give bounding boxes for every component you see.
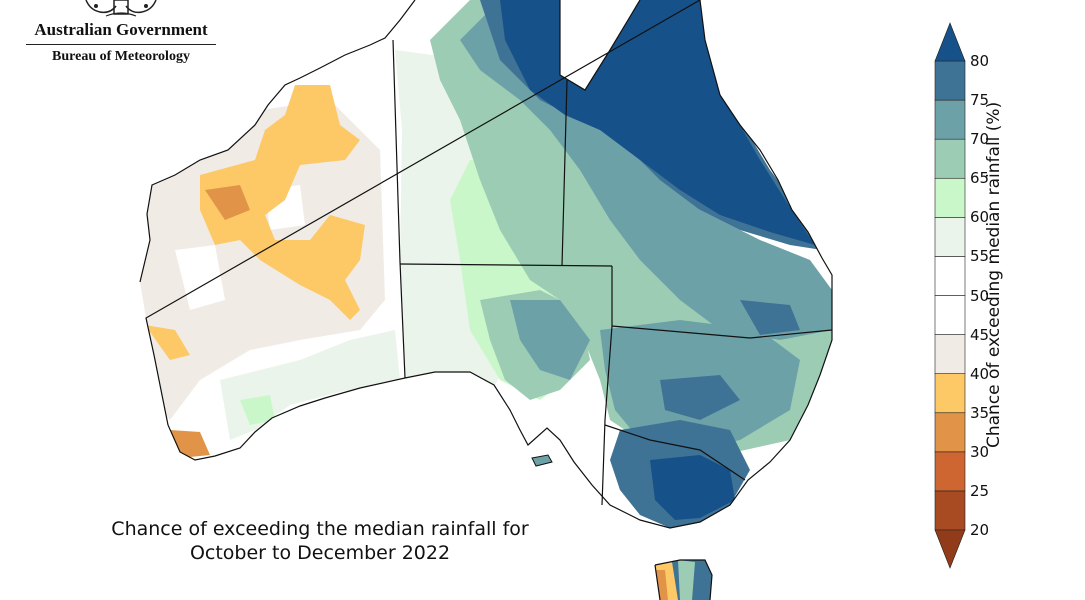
colorbar-tick-70: 70 [970,130,990,149]
colorbar-tick-80: 80 [970,52,990,70]
mainland-shading [140,0,832,528]
map-caption: Chance of exceeding the median rainfall … [70,517,570,565]
colorbar-bin-50-55 [934,256,966,296]
colorbar-tick-30: 30 [970,442,990,461]
colorbar-bin-20-25 [934,490,966,531]
caption-line-1: Chance of exceeding the median rainfall … [111,518,529,540]
colorbar-tick-20: 20 [970,521,990,539]
colorbar-tick-35: 35 [970,403,990,422]
colorbar-bin-55-60 [934,217,966,257]
agency-name: Bureau of Meteorology [52,49,190,64]
colorbar-tick-25: 25 [970,481,990,500]
colorbar-tick-50: 50 [970,286,990,305]
mainland-coastline [139,0,833,529]
organisation-name: Australian Government [26,20,216,45]
colorbar-bin-40-45 [934,334,966,374]
colorbar-tick-45: 45 [970,325,990,344]
colorbar-tick-75: 75 [970,91,990,110]
colorbar-bins [934,60,966,531]
caption-line-2: October to December 2022 [189,542,451,564]
colorbar-bin-75-80 [934,60,966,101]
colorbar-bin-25-30 [934,451,966,492]
australia-rainfall-map [139,0,833,600]
colorbar-bin-45-50 [934,295,966,335]
colorbar-bin-35-40 [934,373,966,414]
colorbar [934,22,966,569]
colorbar-over-arrow [934,22,966,62]
colorbar-bin-70-75 [934,99,966,140]
bom-logo: Australian Government Bureau of Meteorol… [26,0,216,80]
colorbar-title: Chance of exceeding median rainfall (%) [984,101,1004,448]
colorbar-under-arrow [934,529,966,569]
kangaroo-island [531,454,553,467]
state-borders [392,39,833,506]
colorbar-bin-60-65 [934,177,966,218]
colorbar-tick-65: 65 [970,169,990,188]
tasmania-shading [655,560,712,600]
colorbar-bin-30-35 [934,412,966,453]
colorbar-tick-55: 55 [970,247,990,266]
colorbar-bin-65-70 [934,138,966,179]
colorbar-tick-60: 60 [970,208,990,227]
tasmania-coastline [654,559,713,600]
coat-of-arms-icon [85,0,157,17]
colorbar-tick-40: 40 [970,364,990,383]
